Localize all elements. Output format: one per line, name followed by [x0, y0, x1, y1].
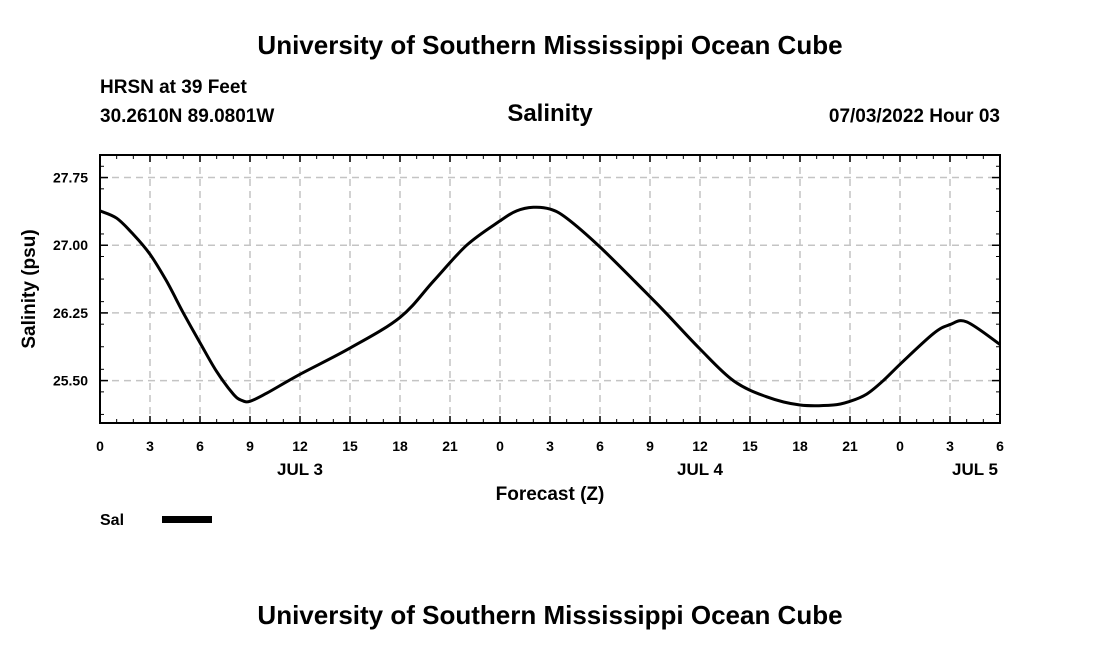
x-tick-label: 12 — [292, 438, 308, 454]
day-label: JUL 3 — [277, 460, 323, 479]
x-tick-label: 18 — [392, 438, 408, 454]
chart-title: Salinity — [507, 100, 593, 127]
y-axis-ticks: 25.50 26.25 27.00 27.75 — [53, 165, 1000, 415]
y-tick-label: 26.25 — [53, 305, 88, 321]
x-tick-label: 21 — [842, 438, 858, 454]
datetime-label: 07/03/2022 Hour 03 — [828, 106, 1000, 127]
y-tick-label: 27.75 — [53, 170, 88, 186]
x-tick-label: 0 — [896, 438, 904, 454]
x-tick-label: 6 — [196, 438, 204, 454]
x-tick-label: 18 — [792, 438, 808, 454]
coordinates-label: 30.2610N 89.0801W — [100, 106, 275, 127]
x-tick-label: 12 — [692, 438, 708, 454]
x-tick-label: 6 — [996, 438, 1004, 454]
day-label: JUL 5 — [952, 460, 998, 479]
x-tick-label: 3 — [946, 438, 954, 454]
salinity-series-line — [99, 205, 1001, 408]
x-tick-label: 9 — [246, 438, 254, 454]
legend-label: Sal — [100, 512, 124, 529]
x-tick-label: 3 — [146, 438, 154, 454]
x-tick-label: 0 — [496, 438, 504, 454]
x-axis-ticks: 0 3 6 9 12 15 18 21 0 3 6 9 12 15 18 21 0 3 6 — [96, 155, 1004, 454]
y-tick-label: 25.50 — [53, 373, 88, 389]
y-tick-label: 27.00 — [53, 237, 88, 253]
station-label: HRSN at 39 Feet — [100, 77, 247, 98]
y-axis-label: Salinity (psu) — [19, 229, 40, 348]
x-tick-label: 21 — [442, 438, 458, 454]
day-label: JUL 4 — [677, 460, 724, 479]
legend-swatch — [162, 516, 212, 523]
page-title: University of Southern Mississippi Ocean… — [257, 30, 843, 60]
footer-title: University of Southern Mississippi Ocean… — [257, 600, 843, 630]
x-axis-label: Forecast (Z) — [496, 484, 605, 505]
grid-lines — [100, 155, 1000, 423]
day-labels: JUL 3 JUL 4 JUL 5 — [277, 460, 998, 479]
x-tick-label: 3 — [546, 438, 554, 454]
x-tick-label: 15 — [742, 438, 758, 454]
x-tick-label: 0 — [96, 438, 104, 454]
x-tick-label: 6 — [596, 438, 604, 454]
x-tick-label: 15 — [342, 438, 358, 454]
x-tick-label: 9 — [646, 438, 654, 454]
